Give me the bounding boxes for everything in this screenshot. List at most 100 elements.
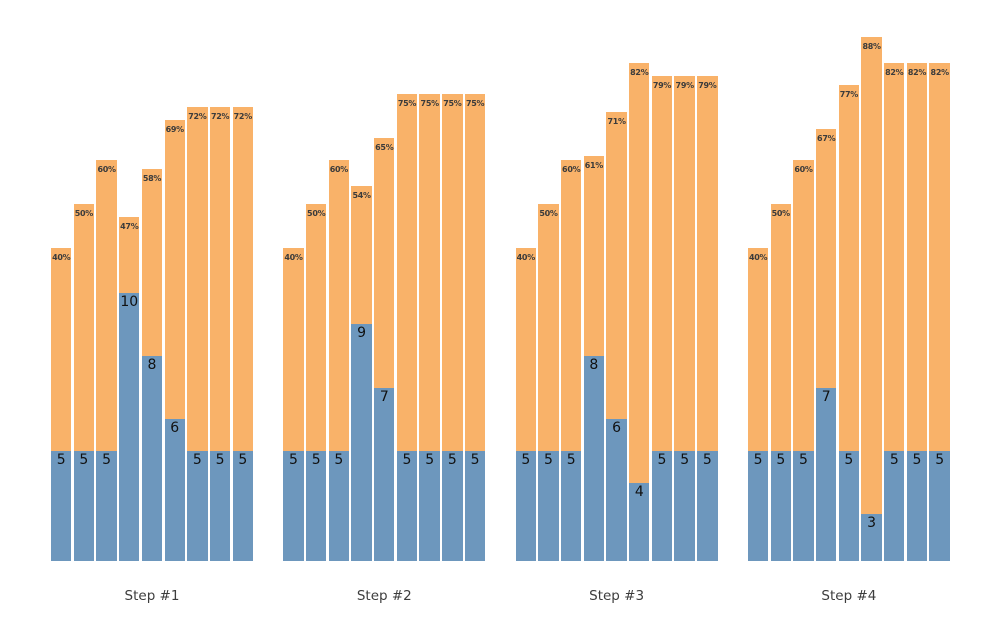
bar: 65% 7	[374, 0, 395, 618]
count-label: 5	[215, 452, 225, 468]
step-group: 40% 5 50% 5 60% 5 47% 10 58% 8 69% 6 72% 5 72% 5 72% 5 Ste…	[51, 0, 253, 618]
count-label: 7	[821, 388, 831, 405]
pct-label: 50%	[307, 209, 326, 218]
bar: 60% 5	[96, 0, 117, 618]
count-label: 9	[357, 325, 367, 342]
pct-label: 79%	[675, 81, 695, 91]
count-label: 5	[311, 452, 321, 468]
bar: 60% 5	[328, 0, 350, 618]
count-label: 5	[289, 452, 298, 468]
pct-label: 50%	[74, 209, 94, 218]
count-label: 5	[776, 452, 786, 468]
pct-label: 58%	[142, 173, 162, 183]
count-label: 6	[170, 420, 180, 437]
pct-label: 40%	[52, 253, 71, 262]
bar-segment-bottom	[419, 451, 440, 561]
pct-label: 75%	[443, 99, 462, 108]
bar: 82% 4	[629, 0, 650, 618]
count-label: 5	[334, 452, 344, 468]
bar: 77% 5	[838, 0, 860, 618]
bar-segment-bottom	[374, 387, 395, 561]
pct-label: 77%	[839, 90, 859, 100]
count-label: 5	[238, 452, 248, 468]
bar-segment-bottom	[838, 451, 860, 561]
bar-segment-top	[884, 63, 905, 561]
pct-label: 40%	[748, 253, 768, 262]
bar: 50% 5	[770, 0, 791, 618]
bar-segment-top	[929, 63, 950, 561]
pct-label: 60%	[562, 165, 581, 174]
bar-segment-bottom	[793, 451, 814, 561]
pct-label: 40%	[284, 253, 303, 262]
bar: 50% 5	[73, 0, 95, 618]
step-label: Step #1	[124, 588, 180, 604]
bar-segment-bottom	[328, 451, 350, 561]
bar-segment-top	[187, 107, 208, 561]
step-label: Step #3	[589, 588, 645, 604]
pct-label: 75%	[465, 99, 485, 108]
bar-segment-top	[697, 76, 718, 561]
step-group: 40% 5 50% 5 60% 5 54% 9 65% 7 75% 5 75% 5 75% 5 75% 5 Step…	[283, 0, 486, 618]
bar: 54% 9	[351, 0, 372, 618]
bar: 61% 8	[583, 0, 605, 618]
count-label: 5	[799, 452, 808, 468]
count-label: 5	[425, 452, 435, 468]
bar-segment-bottom	[861, 514, 882, 561]
step-group: 40% 5 50% 5 60% 5 61% 8 71% 6 82% 4 79% 5 79% 5 79% 5 Step…	[515, 0, 718, 618]
count-label: 5	[680, 452, 690, 468]
bar-segment-top	[651, 76, 673, 561]
bar: 72% 5	[187, 0, 208, 618]
bar-segment-bottom	[770, 451, 791, 561]
bar: 40% 5	[747, 0, 769, 618]
bar-segment-bottom	[51, 451, 72, 561]
bar-segment-bottom	[96, 451, 117, 561]
pct-label: 72%	[188, 112, 207, 122]
bar-segment-bottom	[232, 451, 253, 561]
pct-label: 82%	[885, 68, 904, 78]
step-label: Step #4	[821, 588, 877, 604]
bar: 75% 5	[464, 0, 486, 618]
bar: 71% 6	[606, 0, 627, 618]
count-label: 5	[192, 452, 202, 468]
bar-segment-bottom	[187, 451, 208, 561]
bar-segment-bottom	[283, 451, 304, 561]
pct-label: 47%	[120, 222, 139, 232]
bar-segment-top	[209, 107, 231, 561]
bar: 40% 5	[51, 0, 72, 618]
count-label: 10	[120, 293, 139, 310]
pct-label: 72%	[233, 112, 253, 122]
pct-label: 67%	[817, 134, 836, 144]
bar: 72% 5	[232, 0, 253, 618]
bar: 82% 5	[929, 0, 950, 618]
bar-segment-bottom	[119, 292, 140, 561]
count-label: 5	[447, 452, 457, 468]
pct-label: 61%	[584, 160, 604, 170]
bar: 79% 5	[651, 0, 673, 618]
count-label: 5	[402, 452, 412, 468]
count-label: 5	[56, 452, 66, 468]
pct-label: 69%	[165, 125, 185, 135]
bar: 60% 5	[793, 0, 814, 618]
count-label: 5	[753, 452, 763, 468]
count-label: 4	[634, 483, 644, 500]
pct-label: 54%	[352, 191, 371, 201]
bar-segment-bottom	[464, 451, 486, 561]
bar: 67% 7	[815, 0, 837, 618]
pct-label: 82%	[930, 68, 950, 78]
count-label: 5	[521, 452, 531, 468]
bar: 40% 5	[515, 0, 536, 618]
bar: 72% 5	[209, 0, 231, 618]
bar-segment-bottom	[560, 451, 582, 561]
bar-segment-bottom	[164, 419, 185, 561]
bar-segment-top	[232, 107, 253, 561]
count-label: 5	[844, 452, 854, 468]
bar-segment-top	[838, 85, 860, 561]
bar-segment-bottom	[884, 451, 905, 561]
count-label: 3	[867, 515, 877, 532]
count-label: 5	[935, 452, 945, 468]
bar: 79% 5	[674, 0, 695, 618]
pct-label: 60%	[794, 165, 813, 174]
bar: 82% 5	[884, 0, 905, 618]
count-label: 5	[912, 452, 922, 468]
